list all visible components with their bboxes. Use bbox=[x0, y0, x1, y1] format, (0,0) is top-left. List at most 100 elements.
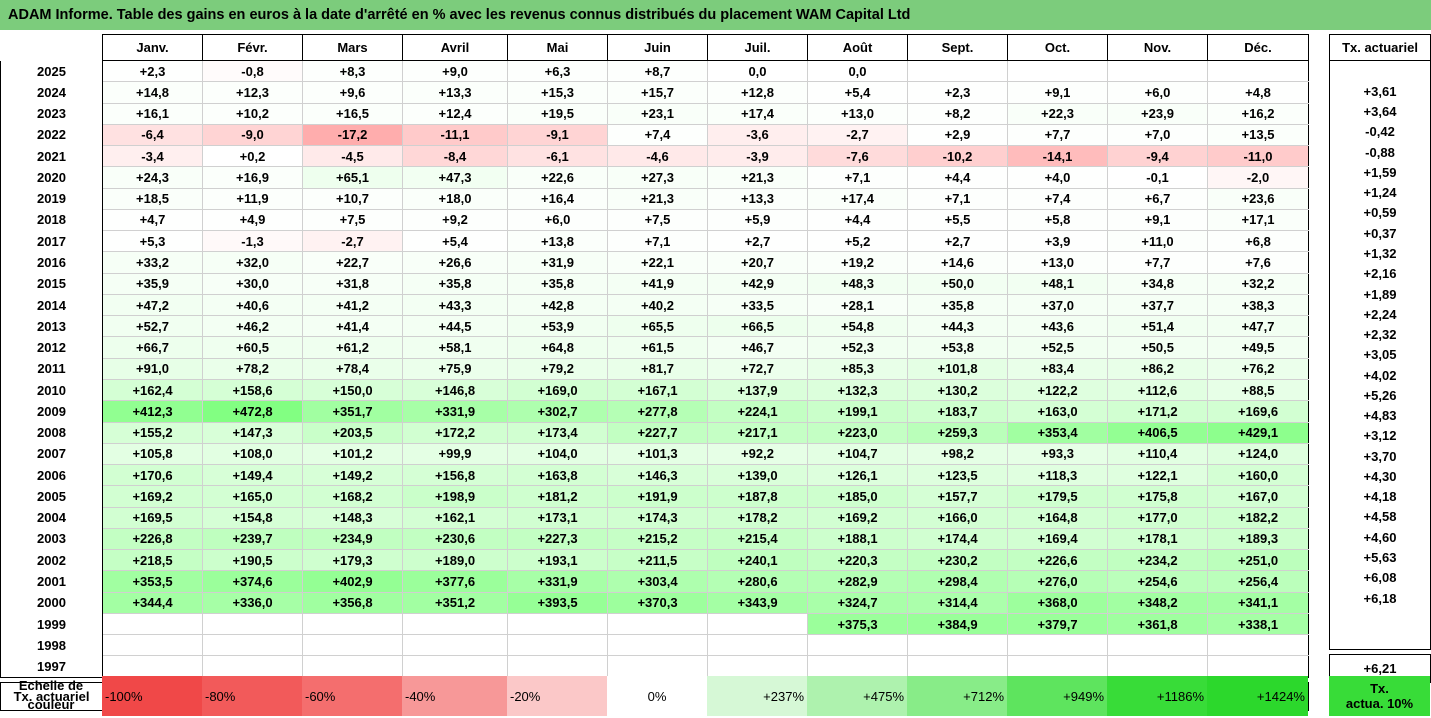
value-cell: +234,9 bbox=[302, 528, 403, 551]
value-cell: +181,2 bbox=[507, 485, 608, 508]
tx-actuariel-table: Tx. actuariel +3,61 +3,64 -0,42 -0,88 +1,59 +… bbox=[1329, 34, 1431, 683]
tx-actuariel-cell: +6,08 bbox=[1329, 567, 1431, 588]
value-cell: +17,1 bbox=[1207, 209, 1309, 232]
year-cell: 2009 bbox=[0, 400, 103, 423]
color-scale-swatch: -60% bbox=[302, 676, 402, 716]
value-cell: +256,4 bbox=[1207, 570, 1309, 593]
year-cell: 2021 bbox=[0, 145, 103, 167]
value-cell: +193,1 bbox=[507, 549, 608, 572]
value-cell: +169,2 bbox=[807, 507, 908, 529]
value-cell: +34,8 bbox=[1107, 273, 1208, 295]
value-cell: -4,6 bbox=[607, 145, 708, 168]
value-cell: +17,4 bbox=[807, 188, 908, 210]
value-cell: +234,2 bbox=[1107, 549, 1208, 572]
value-cell: +65,5 bbox=[607, 315, 708, 338]
value-cell: +32,0 bbox=[202, 251, 303, 274]
value-cell: +137,9 bbox=[707, 379, 808, 402]
value-cell: +16,5 bbox=[302, 103, 403, 125]
value-cell: +33,5 bbox=[707, 294, 808, 317]
value-cell: -11,1 bbox=[402, 124, 508, 147]
value-cell: -2,7 bbox=[807, 124, 908, 147]
value-cell: +156,8 bbox=[402, 464, 508, 487]
value-cell: +20,7 bbox=[707, 251, 808, 274]
value-cell: +4,8 bbox=[1207, 81, 1309, 104]
color-scale-value: -100% bbox=[105, 688, 143, 704]
value-cell: +169,2 bbox=[102, 485, 203, 508]
tx-row: +1,59 bbox=[1329, 162, 1431, 183]
tx-actuariel-cell: +1,59 bbox=[1329, 162, 1431, 183]
value-cell: +10,7 bbox=[302, 188, 403, 210]
value-cell: +122,2 bbox=[1007, 379, 1108, 402]
value-cell: +8,7 bbox=[607, 60, 708, 83]
value-cell: +169,4 bbox=[1007, 528, 1108, 551]
value-cell: +375,3 bbox=[807, 613, 908, 636]
tx-row: +4,60 bbox=[1329, 527, 1431, 548]
value-cell: +72,7 bbox=[707, 358, 808, 380]
value-cell: +167,1 bbox=[607, 379, 708, 402]
value-cell: +52,5 bbox=[1007, 336, 1108, 359]
table-row: 2003 +226,8 +239,7 +234,9 +230,6 +227,3 +215,2… bbox=[0, 528, 1309, 551]
table-row: 2009 +412,3 +472,8 +351,7 +331,9 +302,7 +277,8… bbox=[0, 400, 1309, 423]
value-cell: +169,0 bbox=[507, 379, 608, 402]
value-cell: +65,1 bbox=[302, 166, 403, 189]
value-cell: +43,6 bbox=[1007, 315, 1108, 338]
color-scale-value: +712% bbox=[963, 688, 1004, 704]
value-cell: +8,2 bbox=[907, 103, 1008, 125]
year-cell: 2004 bbox=[0, 507, 103, 529]
value-cell: +160,0 bbox=[1207, 464, 1309, 487]
value-cell: +179,5 bbox=[1007, 485, 1108, 508]
table-row: 1999 +375,3 +384,9 +379,7 +361,8 +338,1 bbox=[0, 613, 1309, 636]
value-cell: +171,2 bbox=[1107, 400, 1208, 423]
color-scale-value: +1424% bbox=[1256, 688, 1305, 704]
value-cell: +170,6 bbox=[102, 464, 203, 487]
value-cell: +79,2 bbox=[507, 358, 608, 380]
value-cell: +162,4 bbox=[102, 379, 203, 402]
value-cell bbox=[807, 634, 908, 657]
value-cell: +21,3 bbox=[607, 188, 708, 210]
value-cell: +4,0 bbox=[1007, 166, 1108, 189]
value-cell: +429,1 bbox=[1207, 422, 1309, 444]
tx-actuariel-cell bbox=[1329, 60, 1431, 82]
value-cell: +163,8 bbox=[507, 464, 608, 487]
value-cell: +12,3 bbox=[202, 81, 303, 104]
value-cell: +331,9 bbox=[402, 400, 508, 423]
value-cell: +66,7 bbox=[102, 336, 203, 359]
value-cell: +191,9 bbox=[607, 485, 708, 508]
value-cell: +2,7 bbox=[707, 230, 808, 253]
value-cell: +341,1 bbox=[1207, 592, 1309, 614]
tx-actuariel-cell: +3,61 bbox=[1329, 81, 1431, 102]
value-cell: +5,2 bbox=[807, 230, 908, 253]
month-header: Janv. bbox=[102, 34, 203, 61]
value-cell: +254,6 bbox=[1107, 570, 1208, 593]
year-cell: 2018 bbox=[0, 209, 103, 231]
value-cell: +185,0 bbox=[807, 485, 908, 508]
value-cell: +2,3 bbox=[907, 81, 1008, 104]
value-cell: +122,1 bbox=[1107, 464, 1208, 487]
value-cell: +58,1 bbox=[402, 336, 508, 359]
table-row: 2018 +4,7 +4,9 +7,5 +9,2 +6,0 +7,5 +5,9 +4,4 +5,5… bbox=[0, 209, 1309, 232]
value-cell: +158,6 bbox=[202, 379, 303, 402]
month-header: Mars bbox=[302, 34, 403, 61]
value-cell: -0,1 bbox=[1107, 166, 1208, 189]
value-cell: +47,3 bbox=[402, 166, 508, 189]
value-cell: +187,8 bbox=[707, 485, 808, 508]
value-cell: +384,9 bbox=[907, 613, 1008, 636]
tx-row: +2,24 bbox=[1329, 304, 1431, 325]
year-cell: 2010 bbox=[0, 379, 103, 401]
year-cell: 2016 bbox=[0, 251, 103, 274]
value-cell: +35,8 bbox=[507, 273, 608, 295]
value-cell: +105,8 bbox=[102, 443, 203, 466]
value-cell bbox=[102, 634, 203, 657]
value-cell: -6,4 bbox=[102, 124, 203, 147]
value-cell bbox=[807, 655, 908, 678]
value-cell: +379,7 bbox=[1007, 613, 1108, 636]
value-cell: +47,2 bbox=[102, 294, 203, 317]
value-cell: +13,0 bbox=[807, 103, 908, 125]
value-cell: +406,5 bbox=[1107, 422, 1208, 444]
value-cell: +124,0 bbox=[1207, 443, 1309, 466]
value-cell bbox=[907, 60, 1008, 83]
value-cell: -10,2 bbox=[907, 145, 1008, 168]
value-cell: -3,4 bbox=[102, 145, 203, 168]
value-cell bbox=[102, 655, 203, 678]
tx-row: +6,18 bbox=[1329, 587, 1431, 609]
